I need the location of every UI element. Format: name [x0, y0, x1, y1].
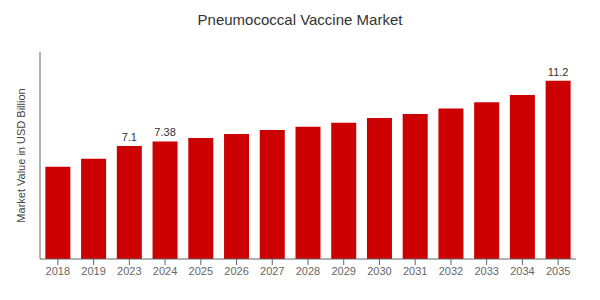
- svg-text:2034: 2034: [510, 265, 534, 277]
- svg-text:2031: 2031: [403, 265, 427, 277]
- svg-text:2025: 2025: [189, 265, 213, 277]
- svg-text:2035: 2035: [546, 265, 570, 277]
- svg-text:2032: 2032: [439, 265, 463, 277]
- svg-text:2026: 2026: [224, 265, 248, 277]
- svg-text:2030: 2030: [367, 265, 391, 277]
- svg-text:2033: 2033: [474, 265, 498, 277]
- svg-text:2027: 2027: [260, 265, 284, 277]
- svg-text:2024: 2024: [153, 265, 177, 277]
- svg-text:2019: 2019: [81, 265, 105, 277]
- svg-text:2029: 2029: [331, 265, 355, 277]
- html-text:Pneumococcal Vaccine Market: Pneumococcal Vaccine Market: [197, 11, 403, 28]
- svg-text:7.38: 7.38: [154, 126, 175, 138]
- svg-text:2018: 2018: [46, 265, 70, 277]
- svg-text:11.2: 11.2: [548, 66, 569, 78]
- svg-text:2028: 2028: [296, 265, 320, 277]
- svg-text:2023: 2023: [117, 265, 141, 277]
- svg-text:7.1: 7.1: [122, 131, 137, 143]
- svg-text:Market Value in USD Billion: Market Value in USD Billion: [15, 88, 27, 222]
